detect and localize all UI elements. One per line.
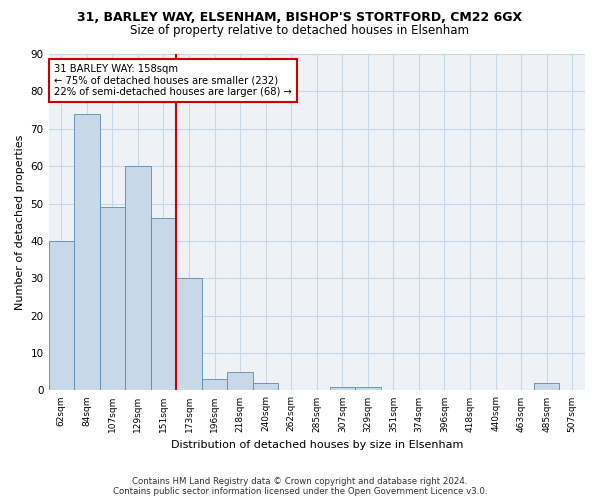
Bar: [125, 166, 151, 390]
Bar: [49, 241, 74, 390]
Text: Size of property relative to detached houses in Elsenham: Size of property relative to detached ho…: [131, 24, 470, 37]
Text: Contains HM Land Registry data © Crown copyright and database right 2024.
Contai: Contains HM Land Registry data © Crown c…: [113, 476, 487, 496]
Bar: [74, 114, 100, 390]
Text: 31, BARLEY WAY, ELSENHAM, BISHOP'S STORTFORD, CM22 6GX: 31, BARLEY WAY, ELSENHAM, BISHOP'S STORT…: [77, 11, 523, 24]
Bar: [329, 386, 355, 390]
Y-axis label: Number of detached properties: Number of detached properties: [15, 134, 25, 310]
Bar: [100, 208, 125, 390]
Bar: [253, 383, 278, 390]
Bar: [151, 218, 176, 390]
Bar: [355, 386, 380, 390]
Bar: [202, 379, 227, 390]
Text: 31 BARLEY WAY: 158sqm
← 75% of detached houses are smaller (232)
22% of semi-det: 31 BARLEY WAY: 158sqm ← 75% of detached …: [54, 64, 292, 98]
Bar: [227, 372, 253, 390]
X-axis label: Distribution of detached houses by size in Elsenham: Distribution of detached houses by size …: [170, 440, 463, 450]
Bar: [176, 278, 202, 390]
Bar: [534, 383, 559, 390]
